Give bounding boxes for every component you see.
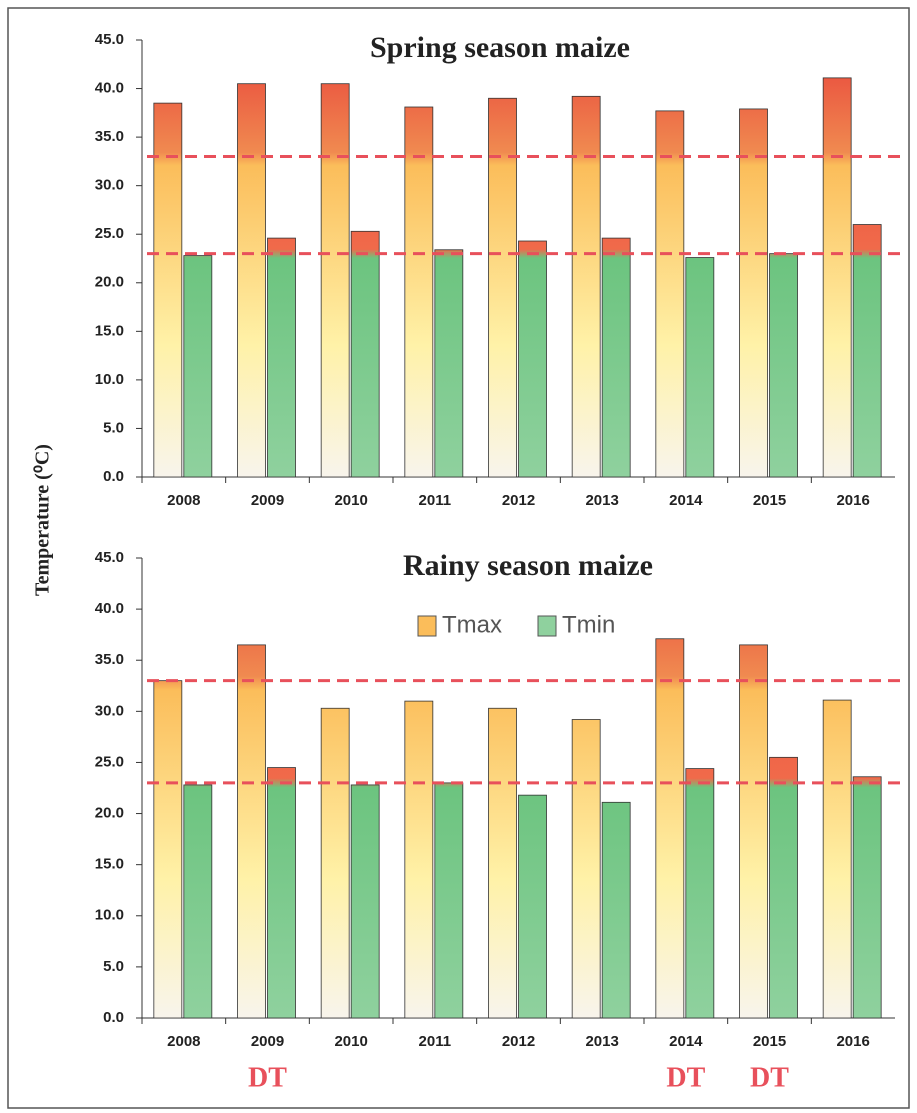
y-tick-label: 0.0: [103, 1009, 124, 1026]
y-tick-label: 30.0: [95, 177, 124, 194]
y-tick-label: 40.0: [95, 80, 124, 97]
x-tick-label: 2015: [753, 492, 786, 509]
y-tick-label: 25.0: [95, 225, 124, 242]
y-tick-label: 35.0: [95, 128, 124, 145]
x-tick-label: 2009: [251, 1033, 284, 1050]
y-tick-label: 15.0: [95, 322, 124, 339]
bar: [685, 768, 715, 1019]
bar: [571, 95, 601, 478]
legend-swatch: [417, 615, 437, 637]
bar: [350, 784, 380, 1019]
chart-title: Rainy season maize: [403, 549, 653, 582]
bar: [267, 767, 296, 1019]
bar: [153, 680, 183, 1019]
bar: [655, 638, 685, 1019]
y-tick-label: 0.0: [103, 468, 124, 485]
y-tick-label: 20.0: [95, 274, 124, 291]
bar: [153, 102, 183, 478]
bar: [404, 106, 434, 478]
bar: [350, 230, 380, 478]
x-tick-label: 2008: [167, 492, 200, 509]
x-tick-label: 2011: [419, 492, 452, 509]
bar: [488, 97, 517, 478]
x-tick-label: 2013: [585, 492, 618, 509]
y-tick-label: 20.0: [95, 805, 124, 822]
bar: [183, 255, 213, 478]
y-tick-label: 25.0: [95, 753, 124, 770]
bar: [320, 83, 350, 478]
y-tick-label: 10.0: [95, 907, 124, 924]
bar: [404, 700, 434, 1019]
bar: [237, 644, 266, 1019]
y-tick-label: 15.0: [95, 856, 124, 873]
bar: [852, 224, 882, 478]
bar: [739, 108, 768, 478]
bar: [488, 707, 517, 1019]
y-tick-label: 45.0: [95, 31, 124, 48]
bar: [237, 83, 266, 478]
y-tick-label: 5.0: [103, 958, 124, 975]
y-tick-label: 35.0: [95, 651, 124, 668]
bar: [601, 801, 631, 1019]
y-tick-label: 40.0: [95, 600, 124, 617]
x-tick-label: 2011: [419, 1033, 452, 1050]
bar: [822, 77, 852, 478]
x-tick-label: 2012: [502, 492, 535, 509]
bar: [434, 249, 464, 478]
x-tick-label: 2012: [502, 1033, 535, 1050]
bar: [518, 794, 547, 1019]
bar: [518, 240, 547, 478]
legend-swatch: [537, 615, 557, 637]
frame: [7, 7, 910, 1109]
y-tick-label: 5.0: [103, 419, 124, 436]
bar: [183, 784, 213, 1019]
bar: [655, 110, 685, 478]
bar: [685, 257, 715, 478]
bar: [739, 644, 768, 1019]
x-tick-label: 2015: [753, 1033, 786, 1050]
bar: [434, 782, 464, 1019]
x-tick-label: 2016: [836, 1033, 869, 1050]
legend-label: Tmin: [562, 611, 615, 638]
x-tick-label: 2016: [836, 492, 869, 509]
annotation: DT: [248, 1062, 287, 1093]
x-tick-label: 2009: [251, 492, 284, 509]
bar: [571, 719, 601, 1019]
bar: [769, 253, 798, 478]
bar: [822, 699, 852, 1019]
x-tick-label: 2008: [167, 1033, 200, 1050]
legend-label: Tmax: [442, 611, 502, 638]
chart-title: Spring season maize: [370, 31, 630, 64]
annotation: DT: [750, 1062, 789, 1093]
x-tick-label: 2010: [334, 1033, 367, 1050]
bar: [267, 237, 296, 478]
x-tick-label: 2014: [669, 492, 703, 509]
bar: [601, 237, 631, 478]
bar: [769, 756, 798, 1019]
y-tick-label: 45.0: [95, 549, 124, 566]
y-tick-label: 30.0: [95, 702, 124, 719]
bar: [852, 776, 882, 1019]
x-tick-label: 2013: [585, 1033, 618, 1050]
y-tick-label: 10.0: [95, 371, 124, 388]
bar: [320, 707, 350, 1019]
y-axis-label: Temperature (⁰C): [32, 444, 54, 596]
x-tick-label: 2014: [669, 1033, 703, 1050]
x-tick-label: 2010: [334, 492, 367, 509]
annotation: DT: [666, 1062, 705, 1093]
